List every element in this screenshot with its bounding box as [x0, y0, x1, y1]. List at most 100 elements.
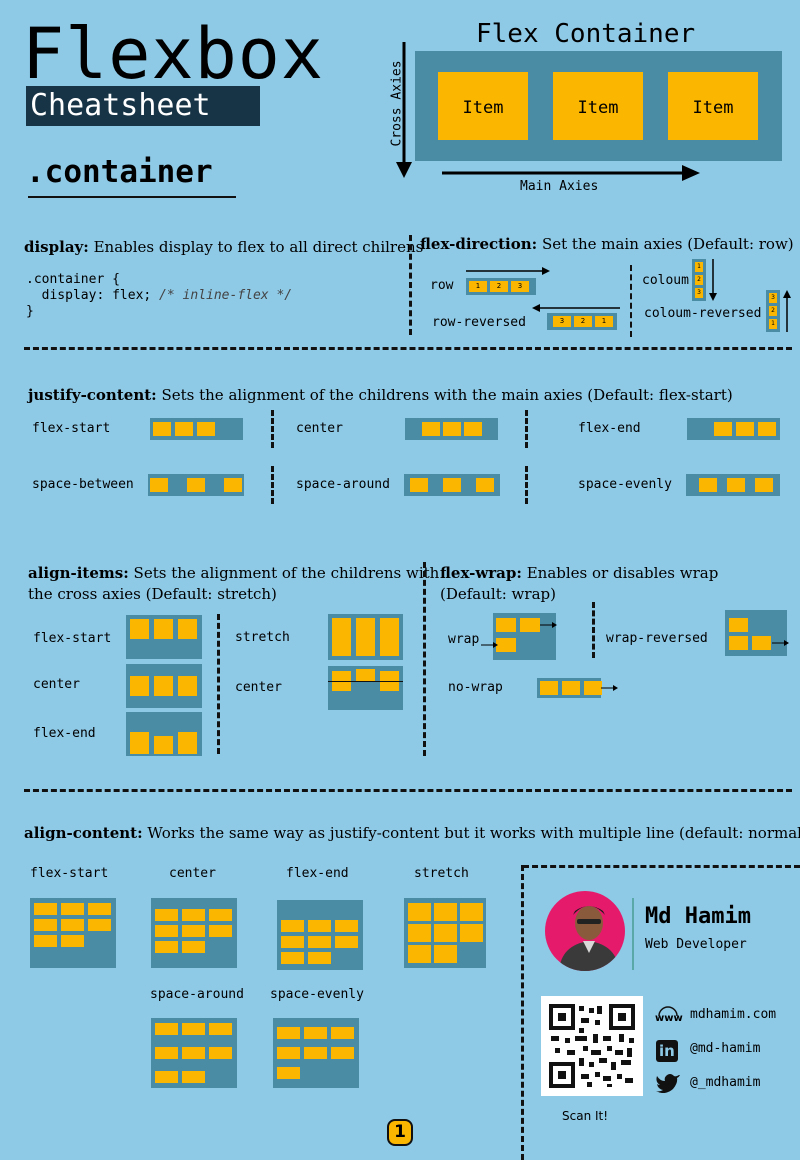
demo-item	[755, 478, 773, 492]
cross-axis-arrow	[396, 42, 412, 178]
qr-code-icon	[549, 1004, 635, 1088]
divider	[592, 602, 595, 658]
align-items-option-label: stretch	[235, 630, 290, 645]
demo-item	[335, 920, 358, 932]
diagram-item-label: Item	[577, 98, 619, 118]
demo-item	[540, 681, 558, 695]
demo-item	[182, 1071, 205, 1083]
wrap-arrow	[481, 642, 498, 648]
demo-item	[34, 935, 57, 947]
demo-item	[729, 618, 748, 632]
code-line: .container {	[26, 272, 120, 287]
demo-item	[155, 925, 178, 937]
website-link[interactable]: mdhamim.com	[690, 1007, 777, 1022]
demo-item	[460, 903, 483, 921]
demo-item: 2	[489, 280, 509, 293]
linkedin-link[interactable]: @md-hamim	[690, 1041, 761, 1056]
linkedin-icon-text: in	[659, 1042, 675, 1060]
justify-option-label: space-evenly	[578, 477, 672, 492]
demo-item	[410, 478, 428, 492]
align-items-desc-2: the cross axies (Default: stretch)	[28, 585, 277, 603]
align-content-option-label: flex-start	[30, 866, 109, 881]
align-content-option-label: center	[169, 866, 216, 881]
wrap-arrow	[540, 622, 557, 628]
diagram-item-label: Item	[692, 98, 734, 118]
demo-item: 2	[768, 305, 778, 317]
demo-item	[434, 924, 457, 942]
align-items-heading: align-items: Sets the alignment of the c…	[28, 563, 439, 605]
divider	[271, 466, 274, 504]
container-selector-heading: .container	[26, 154, 213, 190]
row-label: row	[430, 278, 454, 293]
card-separator	[632, 898, 634, 970]
demo-item	[335, 936, 358, 948]
twitter-icon	[655, 1071, 681, 1097]
demo-item	[182, 1023, 205, 1035]
demo-item	[155, 1047, 178, 1059]
column-label: coloum	[642, 273, 689, 288]
divider	[525, 410, 528, 448]
demo-item	[562, 681, 580, 695]
demo-item	[209, 1023, 232, 1035]
qr-code[interactable]	[541, 996, 643, 1096]
demo-item	[356, 618, 375, 656]
demo-item	[434, 903, 457, 921]
row-reversed-label: row-reversed	[432, 315, 526, 330]
page-title: Flexbox	[22, 13, 325, 95]
justify-flex-start-demo	[150, 418, 243, 440]
demo-item	[155, 1071, 178, 1083]
flex-container-title: Flex Container	[476, 19, 696, 49]
card-divider	[523, 865, 800, 868]
demo-item	[277, 1027, 300, 1039]
demo-item: 3	[510, 280, 530, 293]
wrap-label: wrap	[448, 632, 480, 647]
align-items-option-label: flex-start	[33, 631, 112, 646]
demo-item	[752, 636, 771, 650]
demo-item	[153, 422, 171, 436]
demo-item	[182, 1047, 205, 1059]
align-content-option-label: space-evenly	[270, 987, 364, 1002]
page-subtitle: Cheatsheet	[26, 86, 260, 126]
twitter-link[interactable]: @_mdhamim	[690, 1075, 761, 1090]
demo-item	[496, 618, 516, 632]
globe-icon: www	[655, 1005, 683, 1027]
align-items-option-label: center	[33, 677, 80, 692]
align-items-option-label: flex-end	[33, 726, 96, 741]
code-line: }	[26, 304, 34, 319]
justify-content-heading: justify-content: Sets the alignment of t…	[28, 386, 733, 404]
demo-item	[443, 422, 461, 436]
demo-item	[277, 1067, 300, 1079]
demo-item	[422, 422, 440, 436]
divider	[423, 562, 426, 756]
demo-item	[178, 676, 197, 696]
demo-item	[476, 478, 494, 492]
demo-item	[209, 925, 232, 937]
demo-item	[304, 1027, 327, 1039]
align-items-option-label: center	[235, 680, 282, 695]
demo-item	[729, 636, 748, 650]
row-reversed-arrow	[532, 304, 620, 312]
demo-item	[154, 736, 173, 754]
diagram-item-label: Item	[462, 98, 504, 118]
demo-item	[154, 676, 173, 696]
linkedin-icon: in	[656, 1040, 678, 1062]
wrap-reversed-label: wrap-reversed	[606, 631, 708, 646]
demo-item	[34, 903, 57, 915]
person-icon	[559, 906, 619, 971]
code-display-flex: display: flex;	[26, 288, 152, 303]
demo-item	[308, 936, 331, 948]
demo-item: 3	[694, 287, 704, 299]
demo-item	[304, 1047, 327, 1059]
column-arrow	[709, 259, 717, 301]
baseline-line	[328, 681, 403, 682]
divider	[217, 614, 220, 754]
demo-item	[408, 903, 431, 921]
section-divider	[24, 789, 792, 792]
demo-item	[155, 941, 178, 953]
demo-item	[182, 925, 205, 937]
demo-item	[331, 1047, 354, 1059]
justify-flex-end-demo	[687, 418, 780, 440]
divider	[630, 265, 632, 337]
align-content-term: align-content:	[24, 824, 143, 842]
code-line: display: flex; /* inline-flex */	[26, 288, 292, 303]
